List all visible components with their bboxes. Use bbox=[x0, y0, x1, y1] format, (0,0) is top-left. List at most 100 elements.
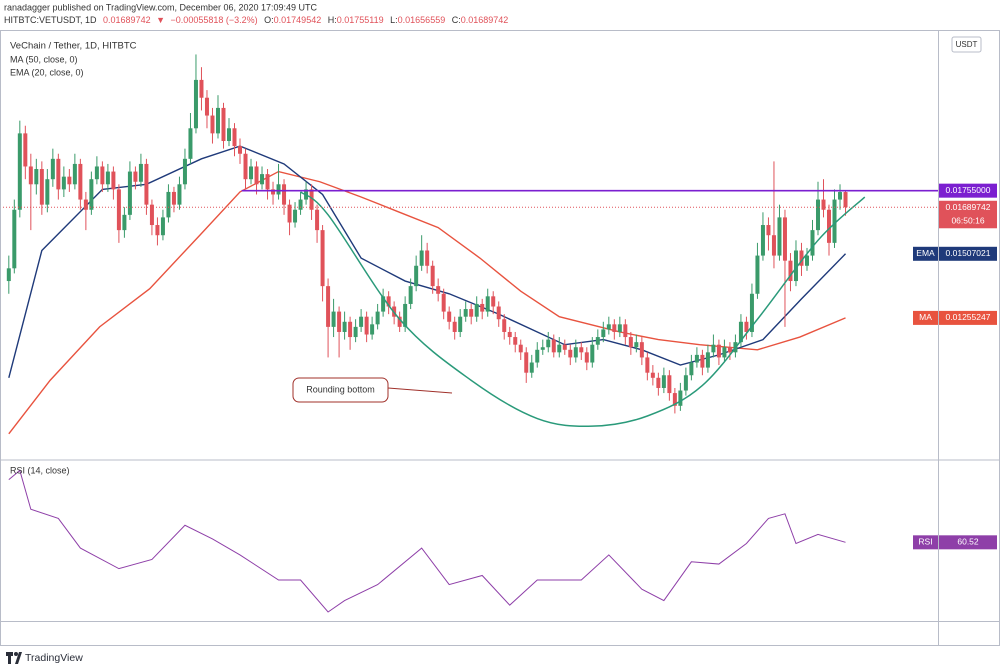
candle-body bbox=[215, 107, 220, 134]
candle-body bbox=[243, 153, 248, 180]
candle-body bbox=[287, 204, 292, 223]
candle-body bbox=[271, 189, 276, 195]
candle-body bbox=[177, 184, 182, 205]
candle-body bbox=[105, 171, 110, 185]
brand: TradingView bbox=[25, 652, 83, 664]
candle-body bbox=[89, 179, 94, 210]
candle-body bbox=[617, 324, 622, 332]
series-tag: EMA bbox=[916, 248, 935, 258]
candle-body bbox=[171, 191, 176, 205]
candle-body bbox=[590, 344, 595, 363]
candle-body bbox=[166, 191, 171, 218]
candle-body bbox=[513, 337, 518, 345]
candle-body bbox=[694, 354, 699, 363]
candle-body bbox=[491, 296, 496, 307]
candle-body bbox=[182, 158, 187, 185]
candle-body bbox=[727, 347, 732, 353]
candle-body bbox=[127, 171, 132, 215]
series-tag-box bbox=[913, 246, 938, 261]
candle-body bbox=[744, 321, 749, 332]
candle-body bbox=[144, 163, 149, 205]
candle-body bbox=[639, 342, 644, 358]
candle-body bbox=[656, 377, 661, 388]
ohlc-value: 0.01755119 bbox=[337, 15, 384, 25]
indicator-value-box bbox=[939, 246, 997, 261]
candle-body bbox=[815, 199, 820, 231]
candle-body bbox=[221, 107, 226, 142]
candle-body bbox=[441, 293, 446, 312]
candle-body bbox=[100, 166, 105, 185]
candle-body bbox=[348, 321, 353, 338]
candle-body bbox=[711, 344, 716, 353]
indicator-value-box bbox=[939, 310, 997, 325]
candle-body bbox=[238, 146, 243, 154]
level-label-box bbox=[939, 183, 997, 198]
ohlc-value: 0.01749542 bbox=[274, 15, 322, 25]
candle-body bbox=[524, 352, 529, 373]
candle-body bbox=[645, 357, 650, 373]
arrow: ▼ bbox=[156, 15, 165, 25]
candle-body bbox=[458, 316, 463, 332]
candle-body bbox=[799, 250, 804, 266]
candle-body bbox=[293, 209, 298, 223]
candle-body bbox=[193, 79, 198, 129]
candle-body bbox=[425, 250, 430, 266]
candle-body bbox=[83, 199, 88, 210]
candle-body bbox=[122, 214, 127, 231]
plot bbox=[6, 54, 848, 613]
candle-body bbox=[397, 316, 402, 327]
symbol: HITBTC:VETUSDT, 1D bbox=[4, 15, 97, 25]
symbol-line: HITBTC:VETUSDT, 1D 0.01689742 ▼ −0.00055… bbox=[4, 15, 508, 25]
candle-body bbox=[188, 128, 193, 159]
candle-body bbox=[298, 199, 303, 210]
candle-body bbox=[436, 286, 441, 294]
candle-body bbox=[430, 265, 435, 287]
series-tag-box bbox=[913, 535, 938, 550]
candle-body bbox=[573, 347, 578, 358]
candle-body bbox=[419, 250, 424, 266]
currency-box[interactable] bbox=[951, 36, 982, 53]
candle-body bbox=[463, 309, 468, 317]
callout-arrow bbox=[387, 387, 453, 394]
candle-body bbox=[518, 344, 523, 353]
candle-body bbox=[738, 321, 743, 343]
candle-body bbox=[562, 344, 567, 350]
candle-body bbox=[315, 209, 320, 231]
candle-body bbox=[843, 192, 848, 208]
countdown-box bbox=[939, 214, 997, 229]
candle-body bbox=[6, 268, 11, 282]
candle-body bbox=[45, 179, 50, 205]
overlay: 0.01755000 0.01689742 06:50:16 MA 0.01255247… bbox=[0, 183, 997, 550]
callout-box bbox=[292, 377, 389, 403]
candle-body bbox=[408, 286, 413, 304]
candle-body bbox=[838, 192, 843, 200]
change: −0.00055818 (−3.2%) bbox=[171, 15, 258, 25]
rsi-value-box bbox=[939, 535, 997, 550]
candle-body bbox=[232, 128, 237, 147]
candle-body bbox=[226, 128, 231, 142]
rounding-curve bbox=[300, 191, 866, 428]
candle-body bbox=[766, 225, 771, 236]
candle-body bbox=[447, 311, 452, 322]
candle-body bbox=[375, 311, 380, 325]
candle-body bbox=[480, 303, 485, 312]
candle-body bbox=[320, 230, 325, 287]
candle-body bbox=[133, 171, 138, 182]
candle-body bbox=[337, 311, 342, 332]
candle-body bbox=[249, 166, 254, 180]
candle-body bbox=[210, 115, 215, 134]
candle-body bbox=[111, 171, 116, 190]
candle-body bbox=[72, 163, 77, 185]
candle-body bbox=[650, 372, 655, 378]
candle-body bbox=[546, 339, 551, 348]
candle-body bbox=[529, 362, 534, 373]
ohlc-value: 0.01689742 bbox=[461, 15, 509, 25]
indicator-line bbox=[8, 469, 846, 613]
candle-body bbox=[771, 235, 776, 256]
legend-entry: MA (50, close, 0) bbox=[10, 54, 78, 64]
candle-body bbox=[716, 344, 721, 358]
candle-body bbox=[414, 265, 419, 287]
indicator-line bbox=[8, 170, 846, 435]
